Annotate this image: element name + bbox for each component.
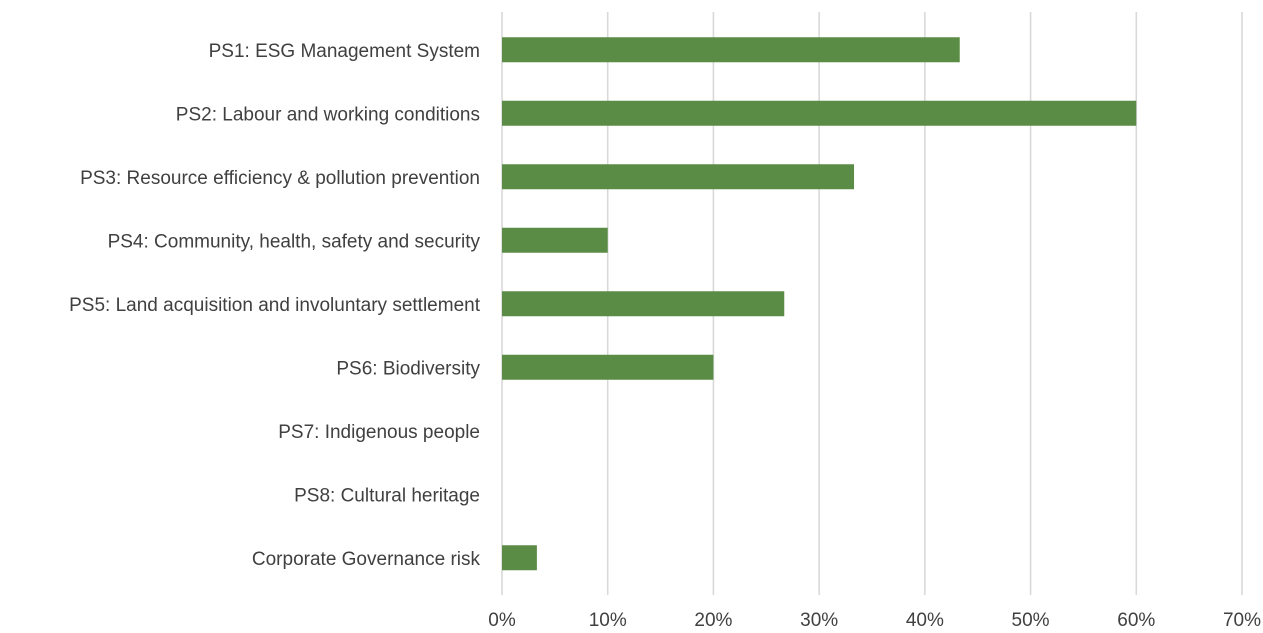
category-label: PS2: Labour and working conditions (176, 104, 480, 125)
x-tick-label: 10% (589, 610, 627, 631)
x-tick-label: 0% (488, 610, 516, 631)
bar (502, 291, 785, 317)
x-tick-label: 60% (1117, 610, 1155, 631)
category-label: PS7: Indigenous people (278, 422, 480, 443)
bar (502, 354, 714, 380)
bar (502, 100, 1137, 126)
category-label: PS3: Resource efficiency & pollution pre… (80, 168, 480, 189)
category-labels: PS1: ESG Management System PS2: Labour an… (69, 41, 481, 570)
category-label: Corporate Governance risk (252, 549, 481, 570)
bars (502, 37, 1137, 571)
category-label: PS8: Cultural heritage (294, 485, 480, 506)
x-tick-label: 70% (1223, 610, 1261, 631)
bar (502, 37, 960, 63)
bar (502, 164, 855, 190)
category-label: PS6: Biodiversity (336, 358, 480, 379)
category-label: PS1: ESG Management System (209, 41, 480, 62)
category-label: PS4: Community, health, safety and secur… (108, 231, 481, 252)
x-tick-label: 30% (800, 610, 838, 631)
bar (502, 545, 537, 571)
x-axis-tick-labels: 0% 10% 20% 30% 40% 50% 60% 70% (488, 610, 1261, 631)
category-label: PS5: Land acquisition and involuntary se… (69, 295, 481, 316)
x-tick-label: 20% (694, 610, 732, 631)
bar (502, 227, 608, 253)
x-tick-label: 40% (906, 610, 944, 631)
x-tick-label: 50% (1012, 610, 1050, 631)
